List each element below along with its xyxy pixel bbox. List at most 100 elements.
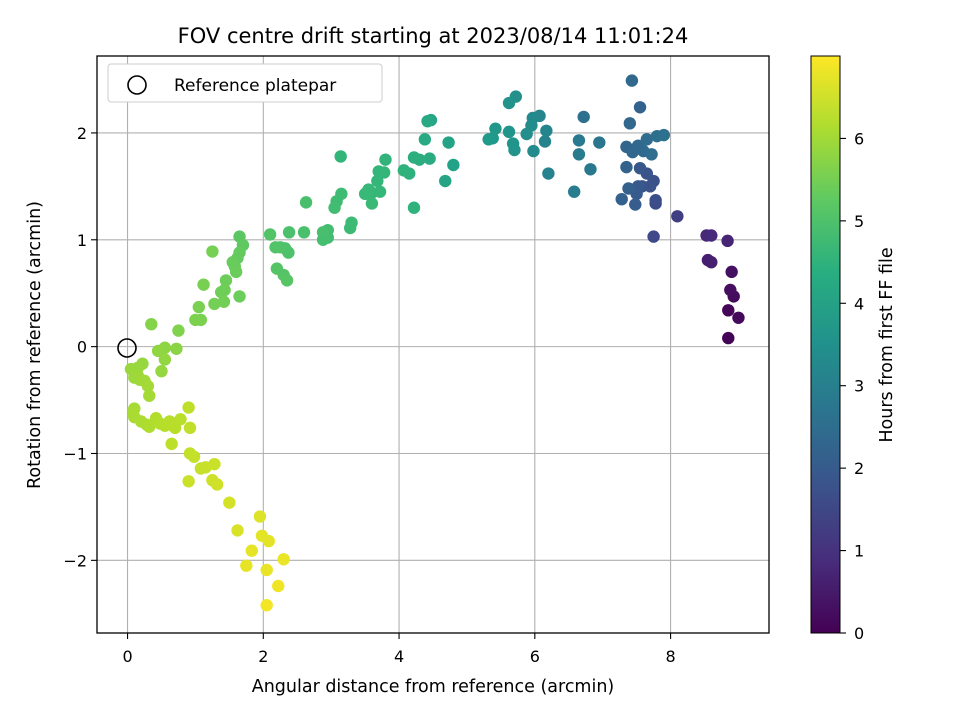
data-point (277, 553, 290, 566)
data-point (593, 136, 606, 149)
data-point (158, 353, 172, 366)
data-point (231, 524, 244, 537)
data-point (240, 559, 253, 572)
y-tick-label: −1 (63, 444, 87, 463)
data-points (124, 74, 745, 612)
data-point (540, 124, 553, 137)
data-point (705, 229, 718, 242)
data-point (520, 127, 533, 141)
grid-lines (97, 56, 769, 633)
data-point (260, 599, 273, 612)
y-tick-label: 1 (77, 231, 87, 250)
data-point (262, 534, 275, 548)
y-tick-label: 0 (77, 338, 87, 357)
data-point (647, 230, 660, 243)
data-point (732, 311, 745, 324)
y-axis-ticks: −2 −1 0 1 2 (63, 124, 97, 570)
colorbar-tick-label: 6 (854, 129, 864, 148)
y-tick-label: −2 (63, 551, 87, 570)
data-point (208, 457, 221, 471)
data-point (143, 389, 156, 402)
plot-frame (96, 55, 770, 634)
data-point (705, 256, 718, 269)
data-point (379, 153, 392, 166)
data-point (208, 297, 221, 311)
data-point (226, 256, 239, 269)
data-point (657, 128, 670, 142)
data-point (143, 420, 156, 433)
data-point (633, 101, 647, 114)
data-point (423, 152, 436, 165)
data-point (187, 450, 201, 463)
data-point (192, 300, 206, 314)
data-point (397, 164, 411, 177)
data-point (671, 210, 684, 223)
data-point (615, 192, 628, 206)
legend-entry-reference-platepar: Reference platepar (174, 76, 336, 96)
data-point (649, 194, 662, 207)
data-point (182, 475, 195, 488)
data-point (219, 274, 233, 287)
data-point (371, 174, 384, 188)
legend-marker-icon (127, 75, 147, 95)
colorbar-tick-label: 1 (854, 542, 864, 561)
data-point (724, 283, 737, 297)
data-point (502, 125, 516, 139)
data-point (721, 234, 734, 248)
data-point (625, 74, 639, 87)
x-axis-label: Angular distance from reference (arcmin) (252, 677, 615, 697)
data-point (506, 137, 520, 150)
data-point (269, 241, 282, 254)
data-point (489, 122, 502, 135)
colorbar-tick-label: 0 (854, 624, 864, 643)
data-point (584, 163, 597, 176)
data-point (542, 167, 555, 180)
data-point (725, 265, 738, 279)
x-tick-label: 0 (122, 647, 132, 666)
x-tick-label: 4 (394, 647, 404, 666)
data-point (622, 182, 635, 195)
data-point (334, 150, 347, 163)
data-point (253, 510, 267, 523)
data-point (328, 201, 341, 214)
colorbar (810, 55, 841, 634)
data-point (172, 324, 185, 337)
y-tick-label: 2 (77, 124, 87, 143)
data-point (358, 187, 372, 201)
data-point (233, 290, 246, 303)
data-point (151, 344, 165, 358)
data-point (229, 265, 243, 279)
data-point (482, 133, 495, 146)
data-point (572, 134, 586, 147)
data-point (217, 295, 231, 308)
legend: Reference platepar (107, 63, 383, 103)
data-point (155, 365, 168, 378)
data-point (260, 563, 273, 577)
colorbar-ticks: 0 1 2 3 4 5 6 (840, 129, 864, 643)
data-point (272, 579, 285, 593)
data-point (633, 161, 647, 175)
colorbar-label: Hours from first FF file (877, 247, 897, 442)
data-point (316, 226, 330, 239)
data-point (372, 165, 385, 178)
data-point (206, 245, 219, 258)
data-point (722, 304, 735, 317)
data-point (174, 413, 187, 426)
data-point (567, 185, 581, 198)
data-point (645, 148, 658, 161)
data-point (197, 278, 210, 291)
data-point (297, 226, 311, 239)
data-point (407, 151, 421, 164)
y-axis-label: Rotation from reference (arcmin) (25, 201, 45, 489)
data-point (165, 437, 178, 451)
colorbar-tick-label: 4 (854, 294, 864, 313)
chart-title: FOV centre drift starting at 2023/08/14 … (178, 24, 689, 48)
legend-box (107, 63, 383, 103)
data-point (421, 114, 434, 128)
data-point (623, 117, 637, 130)
data-point (223, 496, 236, 509)
data-point (447, 158, 460, 172)
data-point (620, 160, 633, 174)
data-point (538, 135, 552, 148)
